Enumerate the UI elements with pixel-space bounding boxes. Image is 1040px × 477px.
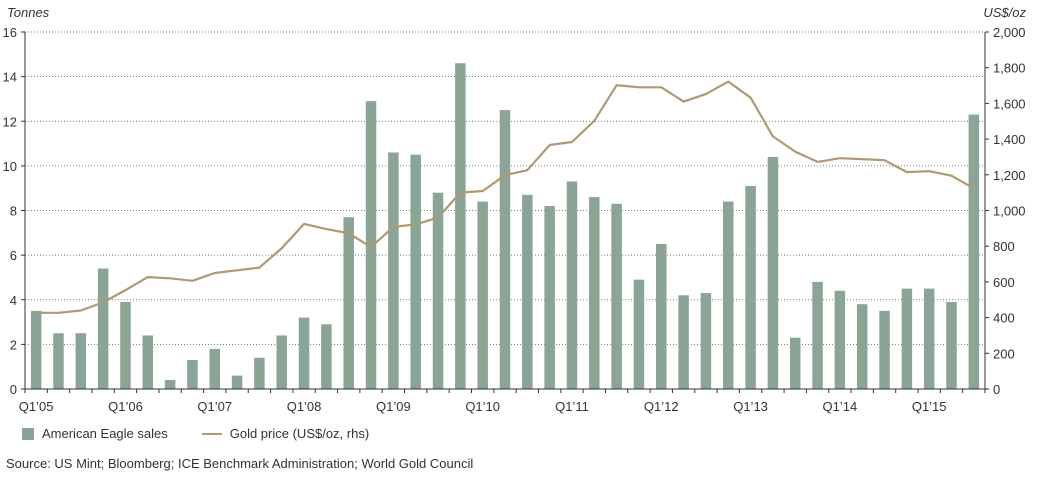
x-tick-label: Q1’08: [287, 399, 322, 414]
bar: [231, 375, 243, 389]
bar: [276, 335, 287, 389]
bar-series: [30, 63, 980, 390]
right-tick-label: 400: [993, 311, 1015, 326]
bar: [812, 281, 823, 389]
bar: [789, 337, 801, 389]
bar: [53, 333, 64, 389]
bar: [856, 304, 868, 389]
bar: [254, 357, 265, 389]
bar: [30, 310, 42, 389]
x-tick-label: Q1’14: [823, 399, 858, 414]
x-tick-label: Q1’06: [108, 399, 143, 414]
bar: [589, 197, 600, 389]
left-tick-label: 12: [3, 114, 17, 129]
bar: [968, 114, 980, 390]
left-tick-label: 8: [10, 204, 17, 219]
bar: [97, 268, 109, 389]
bar: [745, 185, 756, 389]
bar: [633, 279, 645, 389]
right-tick-label: 1,000: [993, 204, 1026, 219]
bar: [321, 324, 332, 389]
bar: [946, 301, 957, 389]
bar: [142, 335, 154, 389]
right-tick-label: 200: [993, 346, 1015, 361]
bar: [410, 154, 421, 389]
left-axis-title: Tonnes: [7, 5, 50, 20]
legend-line-swatch: [201, 432, 222, 435]
bar: [879, 310, 890, 389]
bar: [209, 348, 221, 389]
bar: [432, 192, 444, 389]
bar: [477, 201, 488, 389]
bar: [499, 110, 511, 389]
left-tick-label: 6: [10, 248, 17, 263]
right-tick-label: 1,400: [993, 132, 1026, 147]
legend-bar-swatch: [22, 427, 34, 440]
legend-line-label: Gold price (US$/oz, rhs): [229, 426, 370, 441]
bar: [723, 201, 734, 389]
x-tick-label: Q1’11: [555, 399, 589, 414]
source-note: Source: US Mint; Bloomberg; ICE Benchmar…: [6, 456, 474, 471]
right-axis-title: US$/oz: [983, 5, 1026, 20]
left-tick-label: 2: [10, 337, 17, 352]
x-tick-label: Q1’09: [376, 399, 411, 414]
left-tick-label: 4: [10, 293, 17, 308]
bar: [455, 63, 466, 390]
bar: [187, 359, 198, 389]
tick-labels: 0 2 4 6 8 10 12 14 16 0 200 400 600 800 1,000 1,200 1,40…: [3, 25, 1026, 414]
legend-bar-label: American Eagle sales: [42, 426, 168, 441]
bar: [923, 288, 935, 389]
left-tick-label: 14: [3, 70, 17, 85]
gold-price-line: [36, 80, 975, 314]
bar: [834, 290, 846, 389]
axes: [21, 31, 989, 393]
bar: [544, 206, 555, 389]
left-tick-label: 10: [3, 159, 17, 174]
bar: [164, 380, 176, 389]
bar: [522, 194, 533, 389]
bar: [343, 217, 354, 389]
left-tick-label: 0: [10, 382, 17, 397]
x-tick-label: Q1’10: [465, 399, 500, 414]
bar: [566, 181, 578, 389]
bar: [901, 288, 913, 389]
x-tick-label: Q1’12: [644, 399, 679, 414]
bar: [767, 156, 779, 389]
right-tick-label: 1,800: [993, 61, 1026, 76]
x-tick-label: Q1’07: [197, 399, 232, 414]
chart: Tonnes US$/oz 0 2 4 6 8 10 12 14 16 0 200 400 600 800…: [3, 5, 1027, 414]
left-tick-label: 16: [3, 25, 17, 40]
bar: [656, 243, 667, 389]
bar: [365, 101, 377, 389]
bar: [700, 293, 712, 389]
right-tick-label: 1,200: [993, 168, 1026, 183]
x-tick-label: Q1’13: [733, 399, 768, 414]
bar: [75, 333, 87, 389]
right-tick-label: 0: [993, 382, 1000, 397]
bar: [298, 317, 310, 389]
bar: [611, 203, 622, 389]
right-tick-label: 1,600: [993, 96, 1026, 111]
right-tick-label: 600: [993, 275, 1015, 290]
right-tick-label: 2,000: [993, 25, 1026, 40]
bar: [678, 295, 689, 389]
legend: American Eagle sales Gold price (US$/oz,…: [22, 426, 369, 441]
line-series: [36, 80, 975, 314]
x-tick-label: Q1’15: [912, 399, 947, 414]
bar: [388, 152, 399, 389]
bar: [120, 301, 131, 389]
x-tick-label: Q1’05: [19, 399, 54, 414]
right-tick-label: 800: [993, 239, 1015, 254]
